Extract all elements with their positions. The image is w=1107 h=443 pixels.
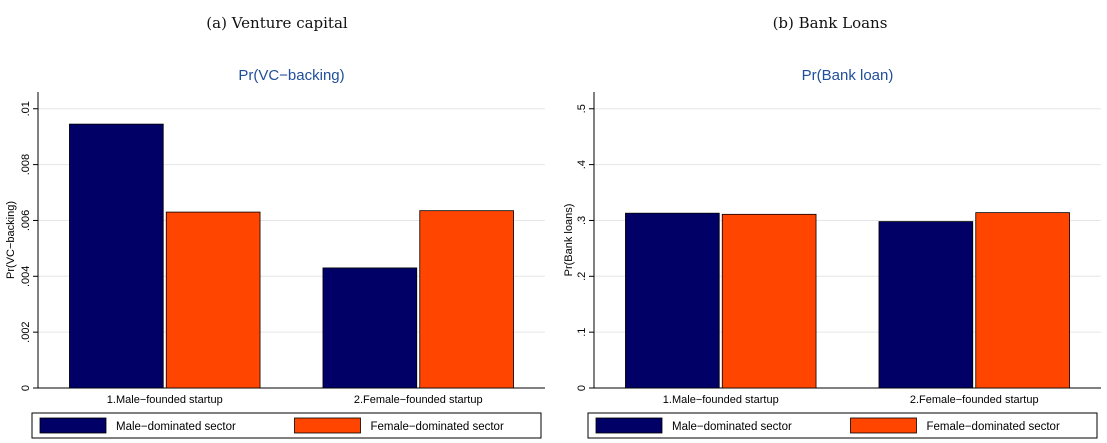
y-tick-label: 0 (576, 385, 588, 391)
legend-swatch (294, 417, 361, 434)
legend-swatch (39, 417, 107, 434)
y-axis-label: Pr(VC−backing) (5, 201, 17, 279)
bar (69, 123, 164, 389)
y-axis-label: Pr(Bank loans) (563, 204, 575, 277)
y-tick-label: .008 (20, 154, 32, 175)
legend-box (587, 412, 1098, 439)
y-tick-label: 0 (20, 385, 32, 391)
chart-bank-loan: Pr(Bank loan) 0 .1 .2 .3 .4 .5 Pr(Bank loans) 1.… (563, 67, 1101, 439)
caption-bank-loans: (b) Bank Loans (772, 14, 888, 32)
bar (165, 211, 261, 389)
legend-swatch (850, 417, 917, 434)
bar (975, 212, 1070, 389)
y-tick-label: .4 (576, 160, 588, 169)
chart-title: Pr(VC−backing) (238, 67, 344, 84)
y-tick-label: .3 (576, 216, 588, 225)
chart-title: Pr(Bank loan) (802, 67, 894, 84)
y-tick-label: .1 (576, 328, 588, 337)
bar (721, 213, 817, 389)
y-tick-label: .002 (20, 321, 32, 342)
x-category-label: 1.Male−founded startup (663, 394, 779, 406)
bar (625, 212, 720, 389)
y-tick-label: .006 (20, 210, 32, 231)
chart-vc-backing: Pr(VC−backing) 0 .002 .004 .006 .008 .01 Pr(VC−… (5, 67, 545, 439)
x-category-label: 2.Female−founded startup (354, 394, 483, 406)
caption-venture-capital: (a) Venture capital (206, 14, 348, 32)
legend-label: Male−dominated sector (672, 421, 792, 433)
bar (322, 267, 418, 389)
legend-label: Female−dominated sector (927, 421, 1060, 433)
bar (878, 221, 974, 389)
y-tick-label: .004 (20, 266, 32, 287)
legend-box (31, 412, 542, 439)
x-category-label: 1.Male−founded startup (107, 394, 223, 406)
y-tick-label: .5 (576, 104, 588, 113)
x-category-label: 2.Female−founded startup (910, 394, 1039, 406)
legend-swatch (595, 417, 663, 434)
y-tick-label: .2 (576, 272, 588, 281)
legend-label: Female−dominated sector (371, 421, 504, 433)
legend-label: Male−dominated sector (116, 421, 236, 433)
bar (419, 210, 514, 389)
y-tick-label: .01 (20, 101, 32, 116)
